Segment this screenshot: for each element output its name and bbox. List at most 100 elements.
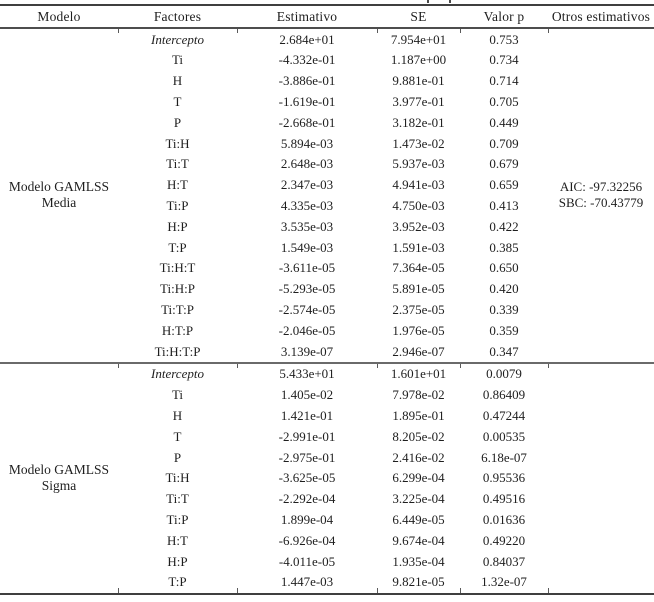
factor-cell: H:P xyxy=(167,553,188,569)
table-row: T -2.991e-01 8.205e-02 0.00535 xyxy=(0,426,654,447)
table-row: H -3.886e-01 9.881e-01 0.714 xyxy=(0,71,654,92)
table-row: P -2.668e-01 3.182e-01 0.449 xyxy=(0,112,654,133)
pvalue-cell: 0.84037 xyxy=(482,553,526,569)
se-cell: 3.225e-04 xyxy=(392,491,445,507)
se-cell: 1.473e-02 xyxy=(392,135,445,151)
estimate-cell: 1.447e-03 xyxy=(280,574,334,590)
pvalue-cell: 6.18e-07 xyxy=(481,449,527,465)
factor-cell: P xyxy=(173,449,182,465)
column-boundary-tick xyxy=(460,364,461,368)
se-cell: 9.674e-04 xyxy=(392,532,445,548)
pvalue-cell: 0.679 xyxy=(489,156,519,172)
model-label-line: Modelo GAMLSS xyxy=(8,179,110,195)
estimate-cell: -2.991e-01 xyxy=(278,428,336,444)
se-cell: 1.935e-04 xyxy=(392,553,445,569)
pvalue-cell: 0.413 xyxy=(489,197,519,213)
table-row: T -1.619e-01 3.977e-01 0.705 xyxy=(0,91,654,112)
column-boundary-tick xyxy=(548,588,549,593)
factor-cell: Ti:P xyxy=(166,511,189,527)
se-cell: 5.937e-03 xyxy=(392,156,445,172)
table-row: Ti:P 4.335e-03 4.750e-03 0.413 xyxy=(0,195,654,216)
table-row: Ti:T:P -2.574e-05 2.375e-05 0.339 xyxy=(0,299,654,320)
table-row: H:T:P -2.046e-05 1.976e-05 0.359 xyxy=(0,320,654,341)
se-cell: 8.205e-02 xyxy=(392,428,445,444)
table-row: H:T 2.347e-03 4.941e-03 0.659 xyxy=(0,175,654,196)
pvalue-cell: 0.347 xyxy=(489,343,519,359)
se-cell: 9.821e-05 xyxy=(392,574,445,590)
column-boundary-tick xyxy=(377,29,378,33)
estimate-cell: -4.011e-05 xyxy=(278,553,336,569)
estimate-cell: 3.139e-07 xyxy=(280,343,334,359)
factor-cell: Ti:T:P xyxy=(161,301,194,317)
table-row: Ti 1.405e-02 7.978e-02 0.86409 xyxy=(0,385,654,406)
factor-cell: Ti:T xyxy=(166,156,189,172)
factor-cell: Ti:H:T:P xyxy=(154,343,201,359)
estimate-cell: 2.648e-03 xyxy=(280,156,334,172)
factor-cell: H:T xyxy=(167,177,188,193)
pvalue-cell: 1.32e-07 xyxy=(481,574,527,590)
se-cell: 1.976e-05 xyxy=(392,322,445,338)
table-row: Ti:H:T:P 3.139e-07 2.946e-07 0.347 xyxy=(0,341,654,363)
table-row: Modelo GAMLSS Sigma Intercepto 5.433e+01 1.6… xyxy=(0,363,654,493)
pvalue-cell: 0.01636 xyxy=(482,511,526,527)
se-cell: 4.750e-03 xyxy=(392,197,445,213)
estimate-cell: -1.619e-01 xyxy=(278,93,336,109)
se-cell: 5.891e-05 xyxy=(392,281,445,297)
model-label-line: Modelo GAMLSS xyxy=(8,461,110,477)
estimate-cell: -2.046e-05 xyxy=(278,322,336,338)
factor-cell: Ti:H:P xyxy=(160,281,195,297)
column-boundary-tick xyxy=(460,29,461,33)
col-header-valor-p: Valor p xyxy=(460,5,548,29)
table-row: T:P 1.549e-03 1.591e-03 0.385 xyxy=(0,237,654,258)
pvalue-cell: 0.339 xyxy=(489,301,519,317)
estimate-cell: 1.899e-04 xyxy=(280,511,334,527)
table-row: Modelo GAMLSS Media Intercepto 2.684e+01 7.9… xyxy=(0,28,654,210)
model-label-line: Sigma xyxy=(41,478,77,494)
factor-cell: T xyxy=(173,428,182,444)
pvalue-cell: 0.47244 xyxy=(482,407,526,423)
estimate-cell: 2.684e+01 xyxy=(279,31,335,47)
pvalue-cell: 0.422 xyxy=(489,218,519,234)
estimate-cell: -5.293e-05 xyxy=(278,281,336,297)
column-boundary-tick xyxy=(118,364,119,368)
factor-cell: P xyxy=(173,114,182,130)
estimate-cell: -3.611e-05 xyxy=(278,260,336,276)
factor-cell: T xyxy=(173,93,182,109)
factor-cell: H:P xyxy=(167,218,188,234)
table-row: Ti:H 5.894e-03 1.473e-02 0.709 xyxy=(0,133,654,154)
table-row: Ti:H:T -3.611e-05 7.364e-05 0.650 xyxy=(0,258,654,279)
pvalue-cell: 0.709 xyxy=(489,135,519,151)
se-cell: 7.954e+01 xyxy=(390,31,447,47)
factor-cell: Ti:H xyxy=(165,470,190,486)
factor-cell: Ti:T xyxy=(166,491,189,507)
column-boundary-tick xyxy=(548,364,549,368)
pvalue-cell: 0.714 xyxy=(489,73,519,89)
table-row: Ti:T 2.648e-03 5.937e-03 0.679 xyxy=(0,154,654,175)
estimate-cell: -2.668e-01 xyxy=(278,114,336,130)
estimate-cell: 4.335e-03 xyxy=(280,197,334,213)
se-cell: 3.182e-01 xyxy=(392,114,445,130)
factor-cell: Ti xyxy=(171,387,184,403)
cropped-caption-fragment xyxy=(449,0,451,3)
pvalue-cell: 0.734 xyxy=(489,52,519,68)
table-row: Ti -4.332e-01 1.187e+00 0.734 xyxy=(0,50,654,71)
other-estimates xyxy=(548,363,654,594)
table-row: Ti:H:P -5.293e-05 5.891e-05 0.420 xyxy=(0,279,654,300)
pvalue-cell: 0.705 xyxy=(489,93,519,109)
table-row: Ti:H -3.625e-05 6.299e-04 0.95536 xyxy=(0,468,654,489)
table-row: H:P -4.011e-05 1.935e-04 0.84037 xyxy=(0,551,654,572)
se-cell: 7.978e-02 xyxy=(392,387,445,403)
table-row: T:P 1.447e-03 9.821e-05 1.32e-07 xyxy=(0,572,654,594)
se-cell: 1.895e-01 xyxy=(392,407,445,423)
column-boundary-tick xyxy=(118,588,119,593)
factor-cell: Ti:H xyxy=(165,135,190,151)
other-estimates-line: SBC: -70.43779 xyxy=(558,195,644,211)
pvalue-cell: 0.86409 xyxy=(482,387,526,403)
se-cell: 3.952e-03 xyxy=(392,218,445,234)
pvalue-cell: 0.95536 xyxy=(482,470,526,486)
pvalue-cell: 0.753 xyxy=(489,31,519,47)
pvalue-cell: 0.49516 xyxy=(482,491,526,507)
model-label: Modelo GAMLSS Sigma xyxy=(0,363,118,594)
header-row: Modelo Factores Estimativo SE Valor p Ot… xyxy=(0,5,654,29)
